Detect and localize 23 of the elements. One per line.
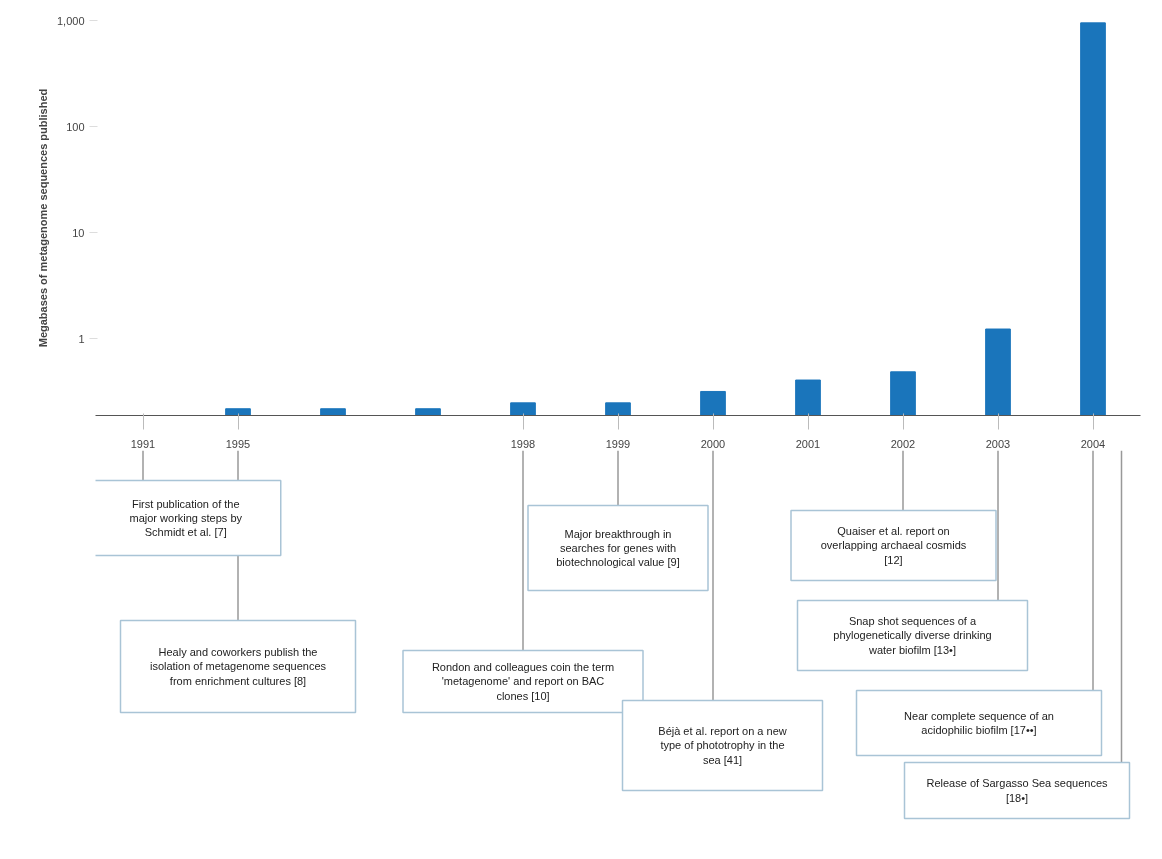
text: Béjà et al. report on a new type of phototrophy in the sea [41] — [658, 725, 787, 766]
text: Near complete sequence of an acidophilic biofilm [17••] — [904, 709, 1054, 737]
text: Rondon and colleagues coin the term 'metagenome' and report on BAC clones [10] — [431, 661, 615, 702]
text: First publication of the major working steps by Schmidt et al. [7] — [129, 497, 243, 539]
x-tick-label: 2002 — [890, 437, 916, 450]
text: Release of Sargasso Sea sequences [18•] — [926, 777, 1108, 804]
x-tick-label: 2001 — [795, 437, 821, 450]
text: Quaiser et al. report on overlapping archaeal cosmids [12] — [820, 525, 967, 566]
x-tick-label: 2004 — [1080, 437, 1106, 450]
text: Healy and coworkers publish the isolation of metagenome sequences from enrichment cultures [8] — [149, 646, 327, 687]
text: Major breakthrough in searches for genes with biotechnological value [9] — [556, 527, 680, 569]
y-tick-label: 10 — [72, 226, 85, 239]
x-tick-label: 1995 — [225, 437, 251, 450]
x-tick-label: 1991 — [130, 437, 156, 450]
y-tick-label: 1 — [78, 332, 85, 345]
y-tick-label: 100 — [66, 120, 85, 133]
text: Snap shot sequences of a phylogenetically diverse drinking water biofilm [13•] — [833, 615, 992, 656]
x-tick-label: 2003 — [985, 437, 1011, 450]
x-tick-label: 2000 — [700, 437, 726, 450]
y-axis-title: Megabases of metagenome sequences published — [36, 88, 49, 348]
y-tick-label: 1,000 — [56, 14, 85, 27]
x-tick-label: 1998 — [510, 437, 536, 450]
x-tick-label: 1999 — [605, 437, 631, 450]
